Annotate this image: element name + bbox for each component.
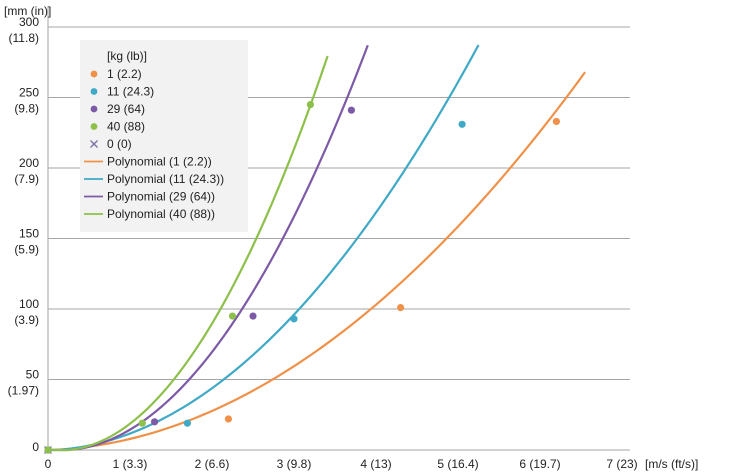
legend-marker bbox=[90, 70, 98, 78]
legend-entry: 11 (24.3) bbox=[107, 85, 154, 99]
x-tick-label: 5 (16.4) bbox=[437, 457, 478, 471]
data-point bbox=[249, 312, 257, 320]
legend-marker bbox=[90, 88, 98, 95]
x-tick-label: 3 (9.8) bbox=[277, 457, 312, 471]
data-point bbox=[552, 117, 561, 126]
y-tick-label: 250 bbox=[19, 86, 39, 100]
trendline bbox=[47, 71, 586, 452]
axes: 0 50 (1.97) 100 (3.9) 150 (5.9) 200 (7.9) 250 (9.8… bbox=[4, 4, 698, 471]
legend-entry: Polynomial (11 (24.3)) bbox=[107, 172, 224, 186]
legend-entry: 29 (64) bbox=[107, 102, 145, 116]
y-tick-label: 100 bbox=[19, 297, 39, 311]
data-point bbox=[347, 106, 355, 114]
trendline bbox=[47, 55, 329, 452]
y-tick-sublabel: (7.9) bbox=[14, 172, 39, 186]
x-axis-unit-label: [m/s (ft/s)] bbox=[645, 457, 698, 471]
data-point bbox=[138, 419, 146, 427]
legend-box bbox=[80, 40, 248, 232]
legend-marker bbox=[90, 123, 98, 130]
data-point bbox=[306, 100, 314, 109]
legend-marker bbox=[90, 105, 98, 113]
legend-entry: 0 (0) bbox=[107, 137, 132, 151]
y-tick-sublabel: (3.9) bbox=[14, 313, 39, 327]
legend-entry: Polynomial (29 (64)) bbox=[107, 190, 215, 204]
y-axis-unit-label: [mm (in)] bbox=[4, 4, 51, 18]
trendlines bbox=[47, 44, 586, 452]
trendline bbox=[48, 44, 480, 452]
data-point bbox=[224, 415, 232, 423]
data-point bbox=[151, 418, 159, 426]
legend: [kg (lb)] 1 (2.2) 11 (24.3) 29 (64) 40 (88) 0… bbox=[80, 40, 248, 232]
x-tick-label: 4 (13) bbox=[360, 457, 391, 471]
data-point bbox=[183, 419, 191, 427]
x-tick-label: 2 (6.6) bbox=[195, 457, 230, 471]
x-tick-label: 1 (3.3) bbox=[113, 457, 148, 471]
y-tick-sublabel: (1.97) bbox=[8, 384, 39, 398]
legend-entry: Polynomial (40 (88)) bbox=[107, 207, 215, 221]
legend-marker-x bbox=[90, 140, 98, 148]
marker-stroke bbox=[90, 140, 98, 148]
trendline bbox=[47, 44, 369, 452]
x-tick-label: 0 bbox=[45, 457, 52, 471]
data-points bbox=[44, 100, 561, 454]
y-tick-label: 50 bbox=[26, 368, 40, 382]
y-tick-sublabel: (11.8) bbox=[9, 31, 39, 45]
y-tick-label: 0 bbox=[32, 440, 39, 454]
data-point bbox=[290, 315, 298, 323]
legend-entry: 40 (88) bbox=[107, 120, 145, 134]
legend-title: [kg (lb)] bbox=[107, 49, 147, 63]
data-point bbox=[228, 312, 237, 320]
legend-entry: 1 (2.2) bbox=[107, 67, 142, 81]
data-point bbox=[458, 120, 466, 128]
legend-entry: Polynomial (1 (2.2)) bbox=[107, 155, 212, 169]
data-point bbox=[44, 446, 52, 454]
y-tick-sublabel: (5.9) bbox=[14, 243, 39, 257]
y-tick-label: 150 bbox=[19, 227, 39, 241]
y-tick-label: 200 bbox=[19, 156, 39, 170]
y-tick-sublabel: (9.8) bbox=[14, 102, 39, 116]
x-tick-label: 6 (19.7) bbox=[519, 457, 560, 471]
data-point bbox=[397, 303, 405, 312]
x-tick-label: 7 (23) bbox=[606, 457, 637, 471]
y-tick-label: 300 bbox=[19, 15, 39, 29]
